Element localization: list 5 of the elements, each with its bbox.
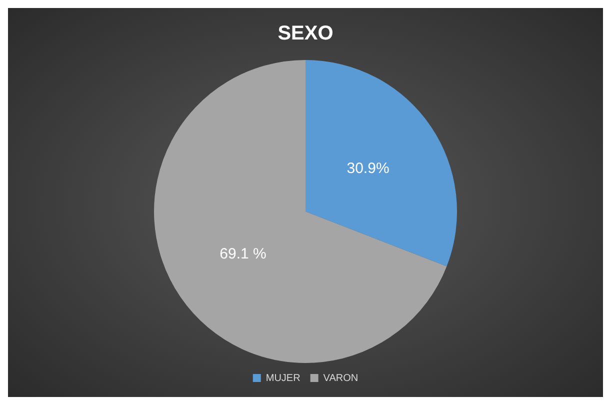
data-label: 69.1 % <box>220 245 266 262</box>
legend-label: MUJER <box>266 372 300 384</box>
data-label: 30.9% <box>346 160 390 177</box>
legend-label: VARON <box>323 372 358 384</box>
chart-title: SEXO <box>278 22 334 45</box>
